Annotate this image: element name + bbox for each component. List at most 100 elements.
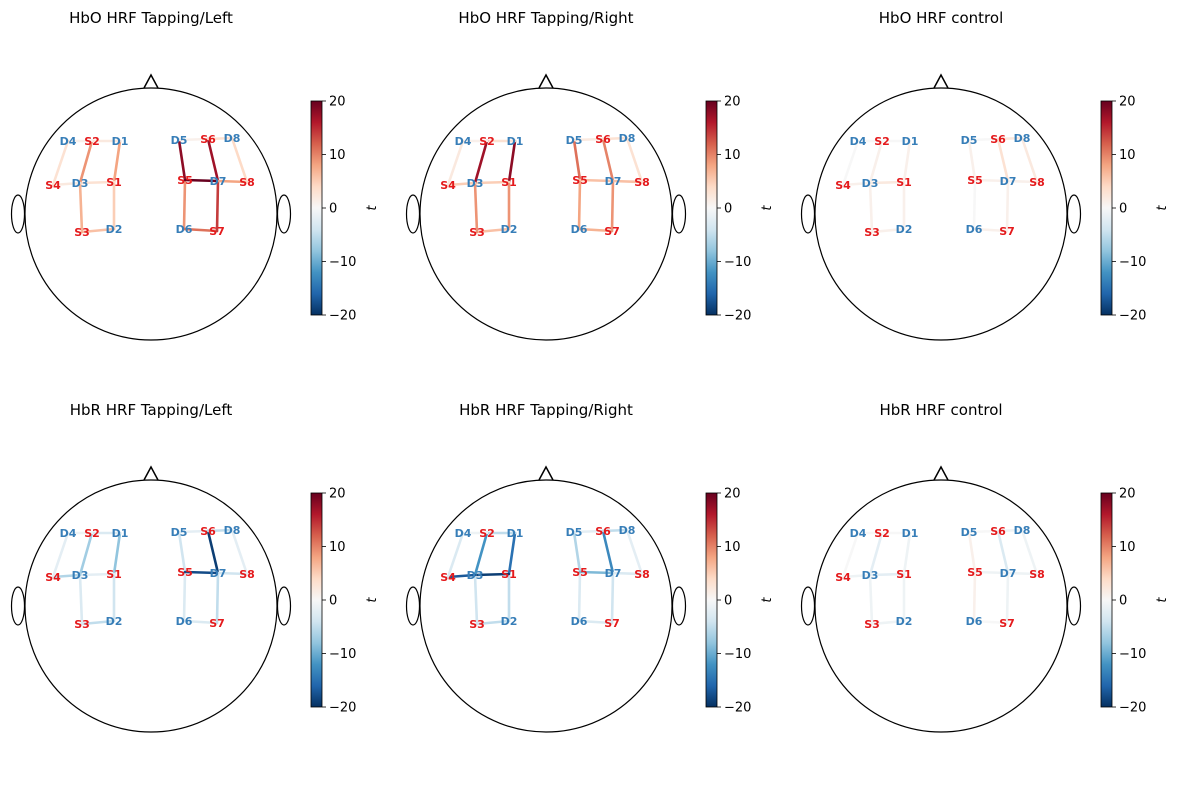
optode-label-s4: S4 xyxy=(45,179,61,192)
right-ear xyxy=(1066,194,1082,234)
channel-s5-d6 xyxy=(182,570,187,623)
colorbar-tick-label: −20 xyxy=(724,309,751,324)
optode-label-s2: S2 xyxy=(479,135,495,148)
colorbar-tick-label: 10 xyxy=(1119,148,1136,163)
channel-s5-d7 xyxy=(578,570,615,575)
colorbar-tick-label: 10 xyxy=(329,540,346,555)
optode-label-s7: S7 xyxy=(209,617,225,630)
optode-label-s3: S3 xyxy=(864,618,880,631)
channel-s6-d5 xyxy=(572,137,605,142)
colorbar-tick-label: 10 xyxy=(724,148,741,163)
channel-s1-d1 xyxy=(112,139,122,184)
optode-label-d1: D1 xyxy=(507,527,524,540)
optode-label-d8: D8 xyxy=(1014,132,1031,145)
channel-s7-d7 xyxy=(610,179,615,233)
channel-s8-d8 xyxy=(1020,136,1039,184)
optode-label-d8: D8 xyxy=(619,524,636,537)
channel-s4-d3 xyxy=(51,181,82,187)
panel-6: HbR HRF control S1 S2 S3 S4 S5 S6 S7 S8 D1 D2 D3 D4 D… xyxy=(800,401,1170,733)
optode-label-s3: S3 xyxy=(74,226,90,239)
channel-s4-d4 xyxy=(446,139,465,187)
head-circle xyxy=(814,87,1068,341)
right-ear xyxy=(276,194,292,234)
optode-label-d1: D1 xyxy=(902,527,919,540)
optode-label-d4: D4 xyxy=(60,527,77,540)
optode-label-d3: D3 xyxy=(862,177,879,190)
optode-label-d3: D3 xyxy=(72,569,89,582)
optode-label-s6: S6 xyxy=(990,525,1006,538)
channel-s6-d5 xyxy=(967,137,1000,142)
colorbar: 20 10 0 −10 −20 t xyxy=(705,95,775,324)
optode-label-d1: D1 xyxy=(902,135,919,148)
optode-label-s7: S7 xyxy=(209,225,225,238)
colorbar-tick-label: 0 xyxy=(1119,594,1127,609)
channel-s1-d3 xyxy=(473,572,511,577)
optode-label-s6: S6 xyxy=(200,133,216,146)
channel-s5-d6 xyxy=(972,570,977,623)
channel-s4-d4 xyxy=(841,139,860,187)
colorbar-tick-label: 20 xyxy=(329,487,346,502)
panel-1: HbO HRF Tapping/Left S1 S2 S3 S4 S5 S6 S7 S8 D1 D2… xyxy=(10,9,380,341)
channel-s1-d1 xyxy=(902,531,912,576)
channel-s4-d4 xyxy=(446,531,465,579)
channel-s6-d7 xyxy=(206,529,220,575)
optode-label-d5: D5 xyxy=(566,526,583,539)
channel-s4-d3 xyxy=(446,573,477,579)
optode-label-d5: D5 xyxy=(566,134,583,147)
optode-label-s5: S5 xyxy=(967,174,983,187)
optode-label-s5: S5 xyxy=(572,174,588,187)
optode-label-s5: S5 xyxy=(177,174,193,187)
optode-label-s1: S1 xyxy=(106,568,122,581)
optode-label-s7: S7 xyxy=(604,617,620,630)
channel-s6-d8 xyxy=(996,136,1024,141)
panel-5: HbR HRF Tapping/Right S1 S2 S3 S4 S5 S6 S7 S8 D1 D… xyxy=(405,401,775,733)
channel-s5-d6 xyxy=(577,178,582,231)
colorbar-scale xyxy=(1100,492,1113,708)
channel-s8-d8 xyxy=(1020,528,1039,576)
channel-s2-d3 xyxy=(868,531,884,577)
optode-label-d4: D4 xyxy=(850,135,867,148)
channel-s3-d2 xyxy=(80,619,116,626)
optode-label-s8: S8 xyxy=(634,568,650,581)
channel-s1-d3 xyxy=(868,180,906,185)
channel-s1-d3 xyxy=(868,572,906,577)
head-circle xyxy=(419,479,673,733)
optode-label-s2: S2 xyxy=(84,135,100,148)
channel-s5-d7 xyxy=(578,178,615,183)
channel-s5-d7 xyxy=(183,178,220,183)
colorbar-label: t xyxy=(1155,205,1170,211)
channel-s1-d3 xyxy=(78,572,116,577)
channel-s8-d7 xyxy=(1006,179,1039,184)
optode-label-s7: S7 xyxy=(999,617,1015,630)
channel-s6-d5 xyxy=(177,137,210,142)
channel-s5-d7 xyxy=(973,178,1010,183)
channel-s5-d5 xyxy=(967,530,977,574)
optode-label-s3: S3 xyxy=(74,618,90,631)
colorbar-scale xyxy=(310,100,323,316)
channel-s8-d8 xyxy=(625,136,644,184)
optode-label-s2: S2 xyxy=(479,527,495,540)
channel-s8-d8 xyxy=(230,528,249,576)
optode-label-s6: S6 xyxy=(200,525,216,538)
optode-label-d2: D2 xyxy=(501,615,518,628)
right-ear xyxy=(276,586,292,626)
channel-s4-d3 xyxy=(841,573,872,579)
channel-s2-d3 xyxy=(473,139,489,185)
head-outline xyxy=(405,73,687,341)
optode-label-s4: S4 xyxy=(835,571,851,584)
optode-label-d3: D3 xyxy=(72,177,89,190)
channel-s3-d2 xyxy=(475,619,511,626)
optode-label-s4: S4 xyxy=(440,179,456,192)
colorbar: 20 10 0 −10 −20 t xyxy=(1100,487,1170,716)
optode-label-d1: D1 xyxy=(507,135,524,148)
channel-s4-d3 xyxy=(841,181,872,187)
channel-s2-d3 xyxy=(868,139,884,185)
channel-s7-d6 xyxy=(972,619,1009,625)
colorbar-tick-label: 0 xyxy=(329,594,337,609)
colorbar: 20 10 0 −10 −20 t xyxy=(1100,95,1170,324)
channel-s6-d8 xyxy=(206,528,234,533)
optode-label-s6: S6 xyxy=(990,133,1006,146)
colorbar-tick-label: −10 xyxy=(329,255,356,270)
channel-s6-d7 xyxy=(996,137,1010,183)
